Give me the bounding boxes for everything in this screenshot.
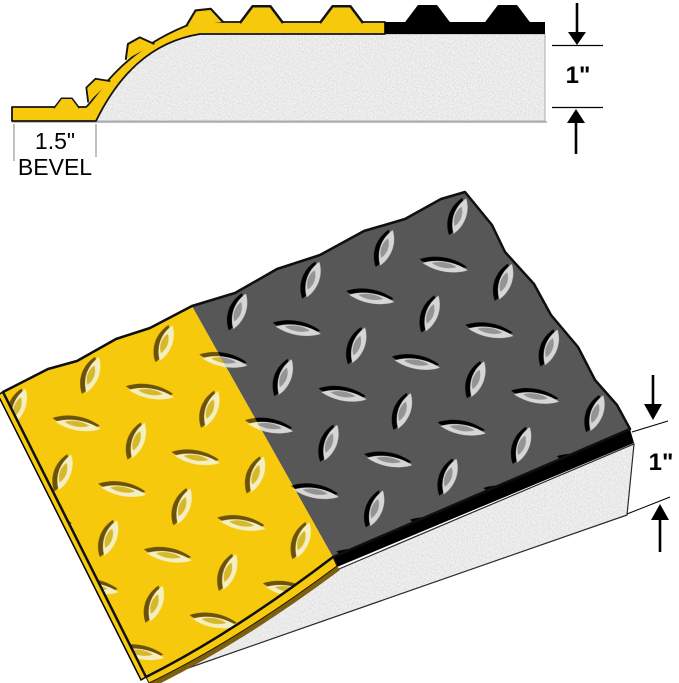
foam-side-face <box>151 444 634 681</box>
down-arrow-icon <box>568 3 586 45</box>
up-arrow-icon <box>651 504 669 552</box>
mat-top-black-surface <box>192 192 630 557</box>
gray-diamond-pattern <box>192 192 630 557</box>
up-arrow-icon <box>567 109 585 154</box>
thickness-dimension-bottom: 1" <box>626 375 674 552</box>
tread-bump <box>238 4 285 24</box>
tread-bump <box>85 77 111 103</box>
black-tread-bumps <box>404 4 531 24</box>
black-edge-band <box>333 429 634 567</box>
tread-bump <box>53 97 80 109</box>
tread-bump <box>185 7 224 27</box>
thickness-label-bottom: 1" <box>649 449 674 476</box>
mat-top-yellow-surface <box>3 306 333 677</box>
mat-outline <box>1 190 632 679</box>
dimension-extension-line <box>626 496 671 515</box>
yellow-diamond-pattern <box>3 306 333 677</box>
tread-bump <box>484 4 531 24</box>
yellow-tread-bumps <box>53 4 365 109</box>
thickness-label-top: 1" <box>566 62 591 89</box>
tread-bump <box>124 36 155 60</box>
foam-core-section <box>96 34 545 121</box>
tread-bump <box>318 4 365 24</box>
bevel-word-label: BEVEL <box>18 154 92 180</box>
top-surface-black-section <box>385 22 545 34</box>
dimension-extension-line <box>631 420 669 433</box>
bevel-dimension: 1.5" BEVEL <box>13 124 97 180</box>
thickness-dimension-top: 1" <box>552 3 603 154</box>
down-arrow-icon <box>644 375 662 420</box>
cross-section-view: 1" 1.5" BEVEL <box>11 3 603 180</box>
bevel-width-label: 1.5" <box>35 128 75 154</box>
perspective-view: 1" <box>0 190 674 683</box>
tread-bump <box>404 4 451 24</box>
